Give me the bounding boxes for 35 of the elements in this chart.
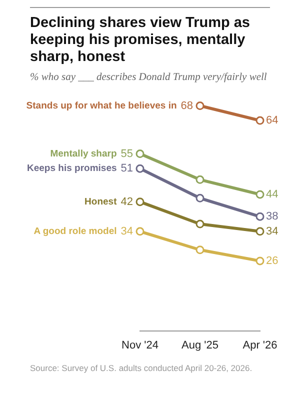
source-note: Source: Survey of U.S. adults conducted April 20-26, 2026. [30,363,254,373]
data-label: 55 [120,148,133,160]
data-label: 68 [180,100,193,112]
chart-title: Declining shares view Trump as keeping his promises, mentally sharp, honest [30,15,251,66]
point [136,150,144,158]
text: Stands up for what he believes in [26,100,177,112]
x-tick-label: Nov '24 [122,339,158,352]
text: Honest [84,196,118,208]
point [136,198,144,206]
point [256,190,264,199]
text: Keeps his promises [27,163,117,174]
point [196,246,204,254]
x-tick-label: Apr '26 [242,339,278,352]
point [136,227,144,236]
point [196,175,204,184]
point [256,212,264,221]
chart-subtitle: % who say ___ describes Donald Trump very/fairly well [30,71,268,84]
point [196,194,204,202]
text: Mentally sharp [50,148,117,160]
data-label: 42 [120,196,133,208]
point [256,116,264,125]
data-label: 34 [266,225,278,238]
text: A good role model [34,226,117,238]
data-label: 34 [120,225,133,238]
point [196,220,204,228]
point [256,227,264,236]
data-label: 38 [266,210,278,223]
x-tick-label: Aug '25 [182,339,218,352]
point [196,102,204,110]
point [136,164,144,173]
data-label: 44 [266,188,278,200]
data-label: 51 [120,162,133,175]
data-label: 64 [266,114,278,127]
data-label: 26 [266,254,278,267]
point [256,256,264,266]
